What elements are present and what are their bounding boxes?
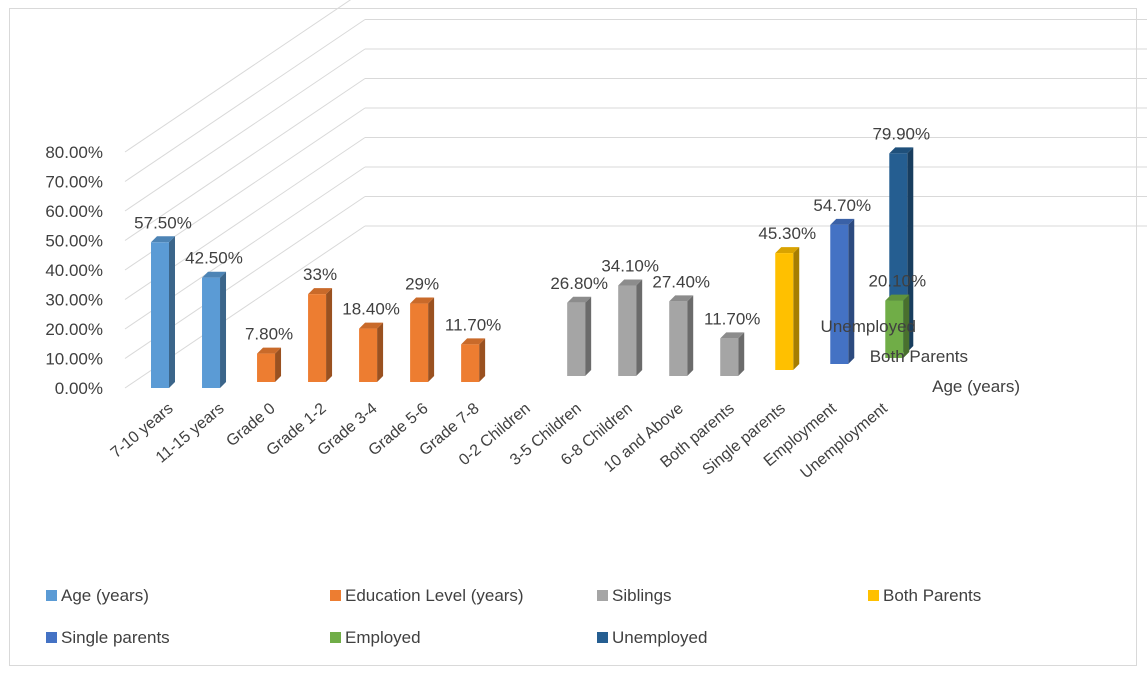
bar-top — [889, 147, 914, 154]
bar — [885, 300, 904, 358]
data-label: 20.10% — [868, 272, 926, 291]
bar-side — [848, 218, 855, 364]
data-label: 42.50% — [185, 249, 243, 268]
data-labels: 79.90% 20.10% 54.70% 45.30% 26.80%34.10%27.4… — [134, 124, 930, 343]
depth-axis-label: Age (years) — [932, 377, 1020, 396]
bar — [720, 338, 739, 376]
bar-side — [428, 297, 435, 382]
bar — [461, 344, 480, 382]
bar-top — [151, 236, 175, 243]
bar — [830, 224, 849, 364]
bar-top — [720, 332, 745, 339]
legend-label: Siblings — [612, 586, 672, 605]
bar-top — [885, 294, 910, 301]
gridline-side — [124, 19, 366, 182]
data-label: 45.30% — [758, 224, 816, 243]
y-tick-label: 10.00% — [45, 350, 103, 369]
depth-axis-labels: Age (years) Both Parents Unemployed — [821, 317, 1020, 396]
y-tick-label: 0.00% — [55, 379, 103, 398]
bar-top — [618, 279, 643, 286]
gridline-side — [124, 78, 366, 241]
bar-top — [410, 297, 435, 304]
bar — [257, 353, 276, 382]
bar-side — [793, 247, 800, 370]
bar-side — [220, 271, 227, 388]
y-tick-label: 80.00% — [45, 143, 103, 162]
depth-axis-label: Both Parents — [870, 347, 968, 366]
bar — [202, 277, 221, 388]
bar — [618, 285, 637, 376]
data-label: 34.10% — [601, 257, 659, 276]
gridline-side — [124, 48, 366, 212]
y-tick-label: 40.00% — [45, 261, 103, 280]
bar — [359, 328, 378, 382]
legend-swatch — [330, 632, 341, 643]
data-label: 57.50% — [134, 213, 192, 232]
bar-side — [687, 295, 694, 376]
y-tick-label: 50.00% — [45, 232, 103, 251]
legend-label: Age (years) — [61, 586, 149, 605]
bar-top — [202, 271, 227, 278]
data-label: 33% — [303, 265, 337, 284]
legend-swatch — [46, 632, 57, 643]
legend-label: Education Level (years) — [345, 586, 524, 605]
data-label: 18.40% — [342, 300, 400, 319]
bar-top — [257, 347, 282, 354]
bar-top — [830, 218, 855, 225]
gridline-side — [124, 0, 352, 153]
bar — [775, 253, 794, 370]
data-label: 54.70% — [813, 196, 871, 215]
bar-side — [275, 347, 282, 382]
bars — [151, 147, 914, 388]
legend: Age (years) Education Level (years) Siblin… — [46, 586, 981, 647]
legend-swatch — [868, 590, 879, 601]
bar — [669, 301, 688, 376]
x-tick-label: Unemployment — [797, 400, 891, 483]
bar-side — [636, 279, 643, 376]
bar — [410, 303, 429, 382]
bar-top — [359, 322, 384, 329]
bar-top — [461, 338, 486, 345]
bar-side — [903, 294, 910, 358]
y-tick-label: 60.00% — [45, 202, 103, 221]
legend-label: Single parents — [61, 628, 170, 647]
bar-top — [567, 296, 592, 303]
bar-side — [377, 322, 384, 382]
y-tick-label: 20.00% — [45, 320, 103, 339]
data-label: 26.80% — [550, 274, 608, 293]
bar — [151, 242, 169, 388]
bar-side — [738, 332, 745, 376]
data-label: 11.70% — [445, 315, 501, 334]
bar-side — [585, 296, 592, 376]
bar-top — [669, 295, 694, 302]
legend-swatch — [597, 632, 608, 643]
depth-axis-label: Unemployed — [821, 317, 916, 336]
legend-swatch — [597, 590, 608, 601]
legend-label: Employed — [345, 628, 421, 647]
bar — [308, 294, 327, 382]
data-label: 27.40% — [652, 272, 710, 291]
y-tick-label: 30.00% — [45, 291, 103, 310]
y-axis-ticks: 0.00% 10.00% 20.00% 30.00% 40.00% 50.00% 60.00… — [45, 143, 103, 398]
bar-side — [326, 288, 333, 382]
bar — [567, 302, 586, 376]
legend-label: Both Parents — [883, 586, 981, 605]
data-label: 29% — [405, 275, 439, 294]
bar-side — [479, 338, 486, 382]
legend-swatch — [330, 590, 341, 601]
legend-label: Unemployed — [612, 628, 707, 647]
data-label: 79.90% — [872, 124, 930, 143]
data-label: 11.70% — [704, 309, 760, 328]
bar-top — [775, 247, 800, 254]
legend-swatch — [46, 590, 57, 601]
data-label: 7.80% — [245, 325, 293, 344]
bar-top — [308, 288, 333, 295]
y-tick-label: 70.00% — [45, 173, 103, 192]
bar-side — [169, 236, 175, 388]
